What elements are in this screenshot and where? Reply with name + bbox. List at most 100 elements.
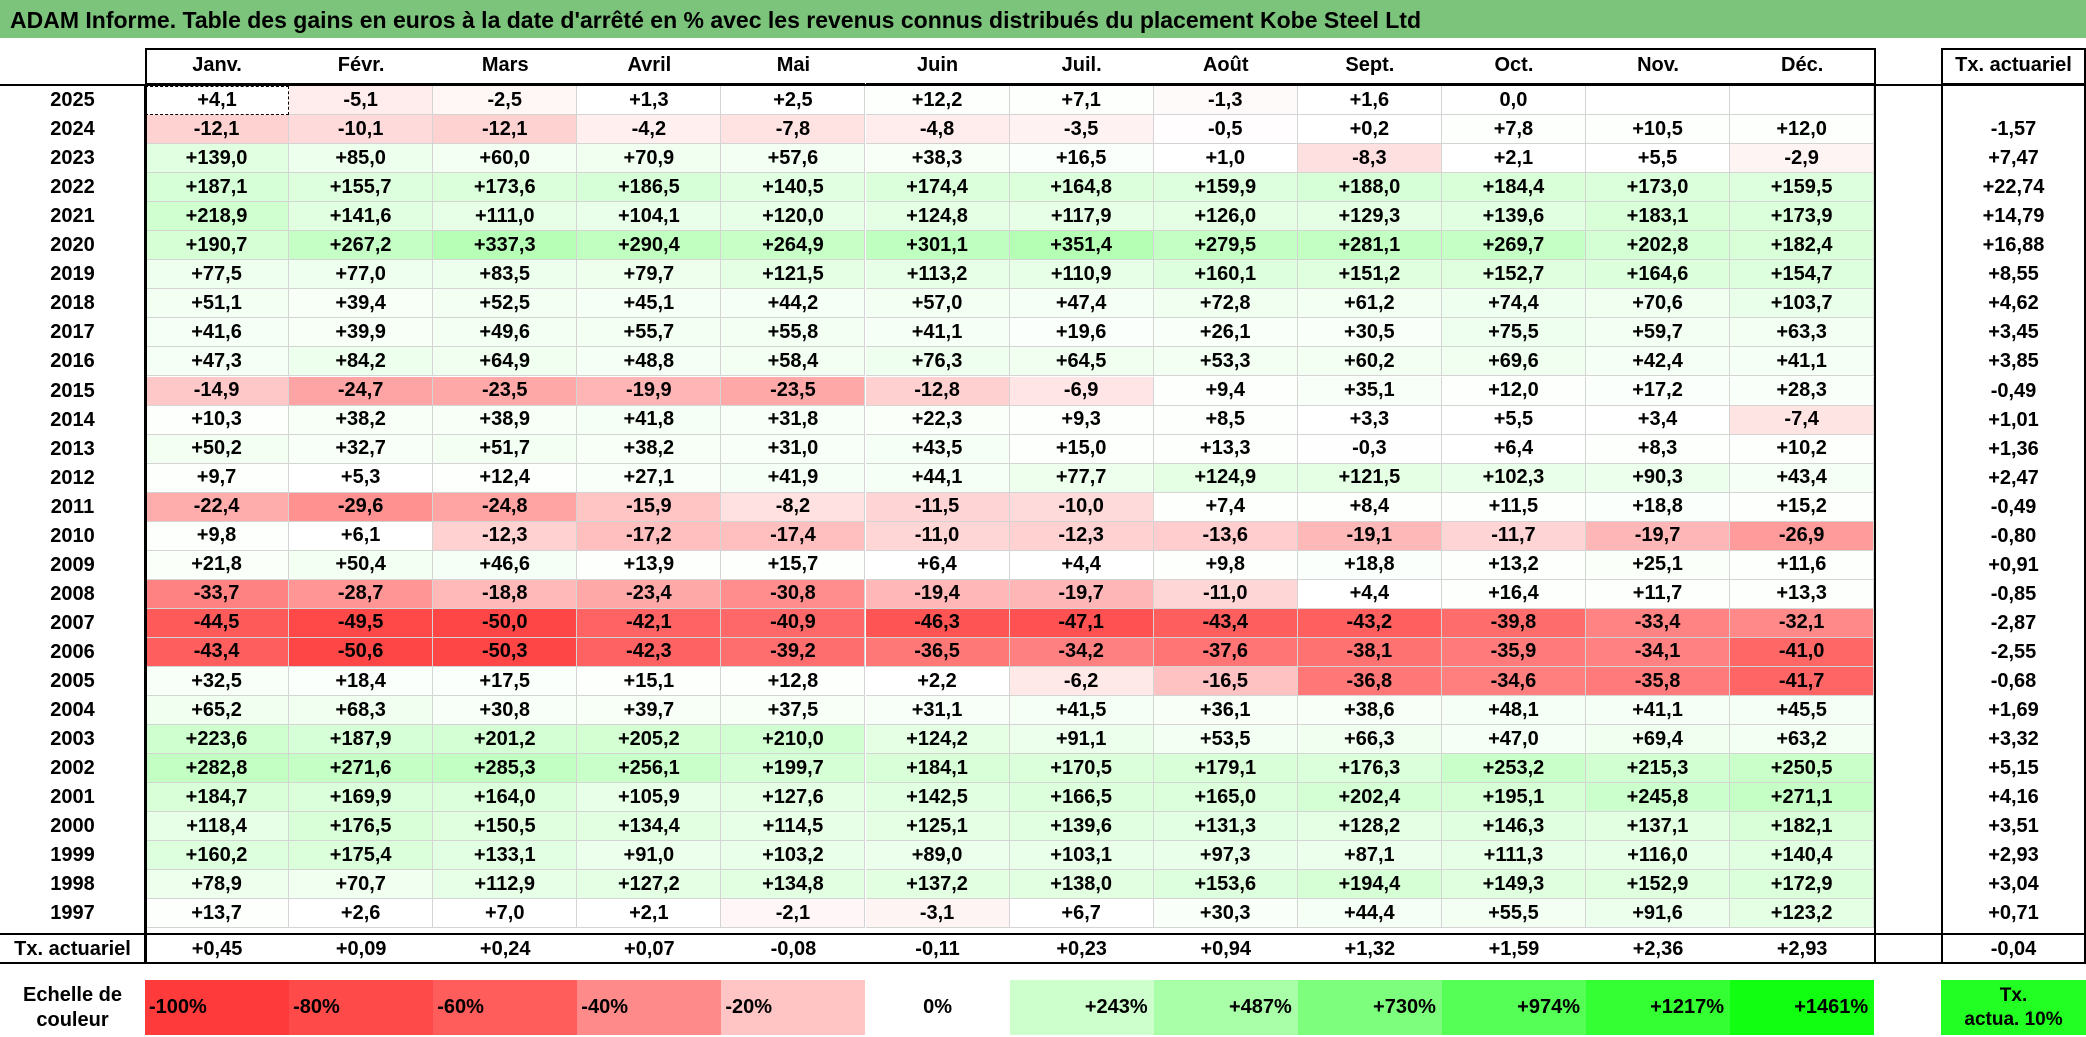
table-cell[interactable]: +182,4 xyxy=(1730,231,1875,261)
table-cell[interactable]: +256,1 xyxy=(577,754,722,784)
table-cell[interactable]: +13,3 xyxy=(1730,579,1875,609)
table-cell[interactable]: -19,7 xyxy=(1586,521,1731,551)
table-cell[interactable]: -17,2 xyxy=(577,521,722,551)
table-cell[interactable]: +140,5 xyxy=(721,173,866,203)
table-cell[interactable]: +152,9 xyxy=(1586,870,1731,900)
table-cell[interactable]: -11,7 xyxy=(1441,521,1586,551)
table-cell[interactable]: +139,6 xyxy=(1441,202,1586,232)
table-cell[interactable]: +72,8 xyxy=(1153,289,1298,319)
table-cell[interactable]: -33,7 xyxy=(145,579,290,609)
table-cell[interactable]: +45,5 xyxy=(1730,696,1875,726)
table-cell[interactable]: +0,2 xyxy=(1297,115,1442,145)
table-cell[interactable]: +37,5 xyxy=(721,696,866,726)
table-cell[interactable]: +6,4 xyxy=(1441,434,1586,464)
table-cell[interactable]: +17,2 xyxy=(1586,376,1731,406)
table-cell[interactable]: +30,3 xyxy=(1153,899,1298,929)
table-cell[interactable]: +121,5 xyxy=(721,260,866,290)
table-cell[interactable]: +16,4 xyxy=(1441,579,1586,609)
table-cell[interactable]: +42,4 xyxy=(1586,347,1731,377)
table-cell[interactable]: +188,0 xyxy=(1297,173,1442,203)
table-cell[interactable]: +18,8 xyxy=(1297,550,1442,580)
table-cell[interactable]: +151,2 xyxy=(1297,260,1442,290)
table-cell[interactable]: +4,1 xyxy=(145,86,290,116)
table-cell[interactable]: +65,2 xyxy=(145,696,290,726)
table-cell[interactable]: +133,1 xyxy=(433,841,578,871)
table-cell[interactable]: +10,5 xyxy=(1586,115,1731,145)
table-cell[interactable]: +50,2 xyxy=(145,434,290,464)
table-cell[interactable]: -8,2 xyxy=(721,492,866,522)
table-cell[interactable]: -44,5 xyxy=(145,608,290,638)
table-cell[interactable]: +215,3 xyxy=(1586,754,1731,784)
table-cell[interactable]: +113,2 xyxy=(865,260,1010,290)
table-cell[interactable]: +9,7 xyxy=(145,463,290,493)
table-cell[interactable]: +8,5 xyxy=(1153,405,1298,435)
table-cell[interactable]: +103,1 xyxy=(1009,841,1154,871)
table-cell[interactable]: +1,0 xyxy=(1153,144,1298,174)
table-cell[interactable]: +16,5 xyxy=(1009,144,1154,174)
table-cell[interactable]: +2,6 xyxy=(289,899,434,929)
table-cell[interactable]: +105,9 xyxy=(577,783,722,813)
table-cell[interactable]: +9,8 xyxy=(145,521,290,551)
table-cell[interactable]: +12,0 xyxy=(1730,115,1875,145)
table-cell[interactable]: +46,6 xyxy=(433,550,578,580)
table-cell[interactable]: +75,5 xyxy=(1441,318,1586,348)
table-cell[interactable]: +2,1 xyxy=(1441,144,1586,174)
table-cell[interactable]: +2,5 xyxy=(721,86,866,116)
table-cell[interactable]: +2,2 xyxy=(865,667,1010,697)
table-cell[interactable]: +70,6 xyxy=(1586,289,1731,319)
table-cell[interactable]: +165,0 xyxy=(1153,783,1298,813)
table-cell[interactable]: -5,1 xyxy=(289,86,434,116)
table-cell[interactable]: +164,6 xyxy=(1586,260,1731,290)
table-cell[interactable]: +30,8 xyxy=(433,696,578,726)
table-cell[interactable]: +9,8 xyxy=(1153,550,1298,580)
table-cell[interactable]: +8,4 xyxy=(1297,492,1442,522)
table-cell[interactable]: +301,1 xyxy=(865,231,1010,261)
table-cell[interactable]: +140,4 xyxy=(1730,841,1875,871)
table-cell[interactable]: -38,1 xyxy=(1297,637,1442,667)
table-cell[interactable]: +60,2 xyxy=(1297,347,1442,377)
table-cell[interactable]: -2,5 xyxy=(433,86,578,116)
table-cell[interactable]: -41,0 xyxy=(1730,637,1875,667)
table-cell[interactable]: +38,3 xyxy=(865,144,1010,174)
table-cell[interactable]: -23,5 xyxy=(721,376,866,406)
table-cell[interactable]: +129,3 xyxy=(1297,202,1442,232)
table-cell[interactable]: +21,8 xyxy=(145,550,290,580)
table-cell[interactable]: -4,2 xyxy=(577,115,722,145)
table-cell[interactable]: -15,9 xyxy=(577,492,722,522)
table-cell[interactable]: +83,5 xyxy=(433,260,578,290)
table-cell[interactable]: +3,4 xyxy=(1586,405,1731,435)
table-cell[interactable]: +90,3 xyxy=(1586,463,1731,493)
table-cell[interactable]: +59,7 xyxy=(1586,318,1731,348)
table-cell[interactable]: +102,3 xyxy=(1441,463,1586,493)
table-cell[interactable]: +91,0 xyxy=(577,841,722,871)
table-cell[interactable]: +202,4 xyxy=(1297,783,1442,813)
table-cell[interactable]: +159,5 xyxy=(1730,173,1875,203)
table-cell[interactable]: -1,3 xyxy=(1153,86,1298,116)
table-cell[interactable]: +18,8 xyxy=(1586,492,1731,522)
table-cell[interactable]: +55,8 xyxy=(721,318,866,348)
table-cell[interactable]: +38,2 xyxy=(289,405,434,435)
table-cell[interactable]: +195,1 xyxy=(1441,783,1586,813)
table-cell[interactable]: +175,4 xyxy=(289,841,434,871)
table-cell[interactable]: +3,3 xyxy=(1297,405,1442,435)
table-cell[interactable]: +111,0 xyxy=(433,202,578,232)
table-cell[interactable]: +190,7 xyxy=(145,231,290,261)
table-cell[interactable]: +117,9 xyxy=(1009,202,1154,232)
table-cell[interactable]: +51,1 xyxy=(145,289,290,319)
table-cell[interactable]: -17,4 xyxy=(721,521,866,551)
table-cell[interactable]: +38,6 xyxy=(1297,696,1442,726)
table-cell[interactable]: +53,5 xyxy=(1153,725,1298,755)
table-cell[interactable]: +55,5 xyxy=(1441,899,1586,929)
table-cell[interactable]: +184,7 xyxy=(145,783,290,813)
table-cell[interactable]: +245,8 xyxy=(1586,783,1731,813)
table-cell[interactable]: +89,0 xyxy=(865,841,1010,871)
table-cell[interactable]: +5,3 xyxy=(289,463,434,493)
table-cell[interactable]: +103,2 xyxy=(721,841,866,871)
table-cell[interactable]: +36,1 xyxy=(1153,696,1298,726)
table-cell[interactable]: -23,5 xyxy=(433,376,578,406)
table-cell[interactable]: -10,1 xyxy=(289,115,434,145)
table-cell[interactable]: +184,1 xyxy=(865,754,1010,784)
table-cell[interactable]: +116,0 xyxy=(1586,841,1731,871)
table-cell[interactable]: -39,8 xyxy=(1441,608,1586,638)
table-cell[interactable]: +85,0 xyxy=(289,144,434,174)
